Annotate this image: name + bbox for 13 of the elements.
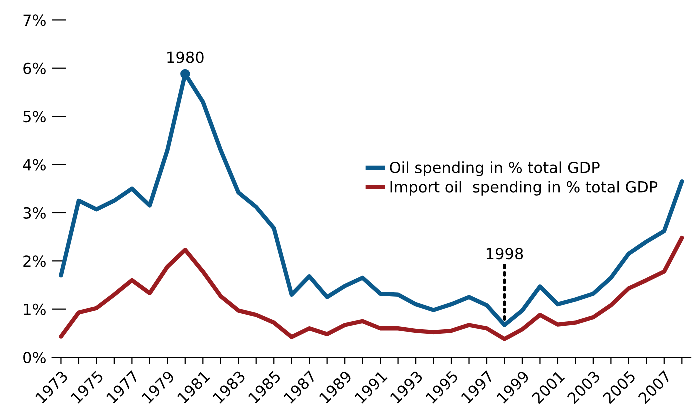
y-tick-label: 7% — [24, 14, 46, 26]
annotation: 1998 — [486, 248, 524, 260]
y-tick-label: 5% — [24, 111, 46, 123]
legend-label: Oil spending in % total GDP — [390, 162, 600, 176]
y-tick-label: 3% — [24, 207, 46, 219]
y-tick-label: 6% — [24, 62, 46, 74]
y-tick-label: 4% — [23, 159, 46, 171]
annotation: 1980 — [168, 52, 204, 64]
y-tick-label: 2% — [24, 256, 46, 268]
line-series — [59, 236, 684, 342]
y-tick-label: 0% — [24, 352, 46, 364]
legend-label: Import oil spending in % total GDP — [390, 181, 658, 196]
y-tick-label: 1% — [24, 304, 46, 316]
